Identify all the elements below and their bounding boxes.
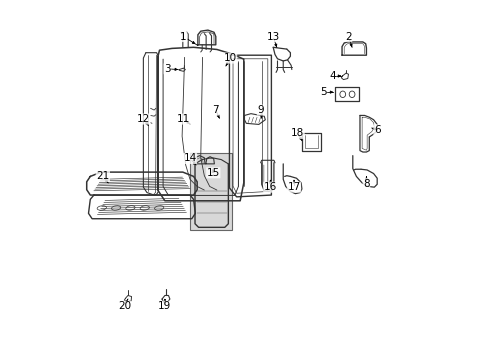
Text: 12: 12 [137,114,150,124]
Text: 17: 17 [287,182,300,192]
Text: 2: 2 [345,32,351,41]
Text: 21: 21 [96,171,109,181]
Bar [190,153,231,230]
Text: 15: 15 [206,168,220,178]
Text: 5: 5 [320,87,326,97]
Text: 10: 10 [223,53,236,63]
Text: 14: 14 [183,153,196,163]
Text: 9: 9 [257,105,264,115]
Text: 8: 8 [363,179,369,189]
Text: 1: 1 [180,32,186,41]
Text: 18: 18 [290,129,304,138]
Text: 16: 16 [263,182,276,192]
Text: 6: 6 [373,125,380,135]
Text: 3: 3 [164,64,170,74]
Text: 7: 7 [212,105,219,115]
Text: 4: 4 [328,71,335,81]
Text: 13: 13 [266,32,279,41]
Text: 11: 11 [177,114,190,124]
Text: 19: 19 [158,301,171,311]
Text: 20: 20 [118,301,131,311]
